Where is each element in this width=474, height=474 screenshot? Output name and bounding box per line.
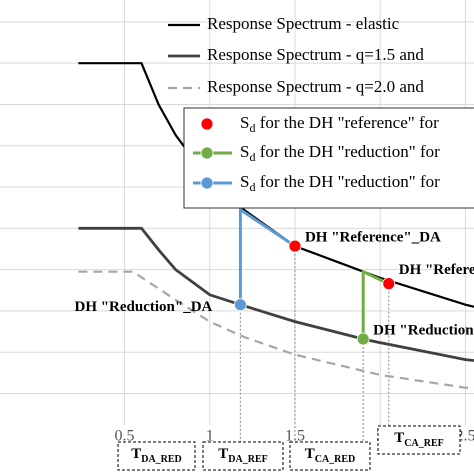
- sd-line: [238, 206, 296, 305]
- x-tick-label: 0.5: [114, 428, 134, 445]
- legend-label: Response Spectrum - q=1.5 and: [207, 45, 424, 64]
- spectrum-line: [78, 270, 474, 390]
- period-symbol: T: [131, 446, 141, 462]
- legend-label: Sd for the DH "reduction" for: [240, 172, 440, 194]
- legend-label: Response Spectrum - elastic: [207, 14, 400, 33]
- legend-symbol: S: [240, 142, 249, 161]
- legend-symbol: S: [240, 172, 249, 191]
- legend-sub: d: [249, 150, 255, 164]
- legend-text: for the DH "reference" for: [255, 113, 439, 132]
- period-label: TCA_RED: [305, 446, 356, 465]
- period-label: TDA_RED: [131, 446, 182, 465]
- annotation: DH "Refere: [399, 262, 474, 278]
- period-symbol: T: [218, 446, 228, 462]
- legend-label: Sd for the DH "reduction" for: [240, 142, 440, 164]
- legend-sub: d: [249, 180, 255, 194]
- annotation: DH "Reduction"_C: [373, 322, 474, 338]
- sd-marker: [288, 239, 302, 253]
- legend-marker: [200, 146, 214, 160]
- period-box: [289, 441, 371, 471]
- legend-text: for the DH "reduction" for: [255, 172, 440, 191]
- spectrum-line: [78, 226, 474, 362]
- period-sub: DA_REF: [228, 454, 267, 465]
- period-sub: CA_RED: [315, 454, 356, 465]
- sd-marker: [234, 298, 247, 312]
- x-tick-label: 1.5: [285, 428, 305, 445]
- legend-label: Sd for the DH "reference" for: [240, 113, 439, 135]
- x-tick-label: 1: [206, 428, 214, 445]
- period-symbol: T: [305, 446, 315, 462]
- legend-label: Response Spectrum - q=2.0 and: [207, 77, 424, 96]
- legend-sub: d: [249, 121, 255, 135]
- period-label: TCA_REF: [394, 430, 443, 449]
- period-sub: DA_RED: [141, 454, 182, 465]
- legend-marker: [200, 117, 214, 131]
- period-symbol: T: [394, 430, 404, 446]
- sd-marker: [356, 332, 370, 346]
- legend-symbol: S: [240, 113, 249, 132]
- sd-line: [361, 269, 390, 339]
- legend-box: [183, 107, 474, 209]
- period-box: [377, 425, 461, 455]
- period-box: [202, 441, 284, 471]
- legend-marker: [200, 176, 214, 190]
- legend-text: for the DH "reduction" for: [255, 142, 440, 161]
- sd-marker: [382, 277, 396, 291]
- period-sub: CA_REF: [404, 438, 443, 449]
- annotation: DH "Reference"_DA: [305, 230, 441, 246]
- annotation: DH "Reduction"_DA: [74, 299, 212, 315]
- period-label: TDA_REF: [218, 446, 267, 465]
- period-box: [117, 441, 196, 471]
